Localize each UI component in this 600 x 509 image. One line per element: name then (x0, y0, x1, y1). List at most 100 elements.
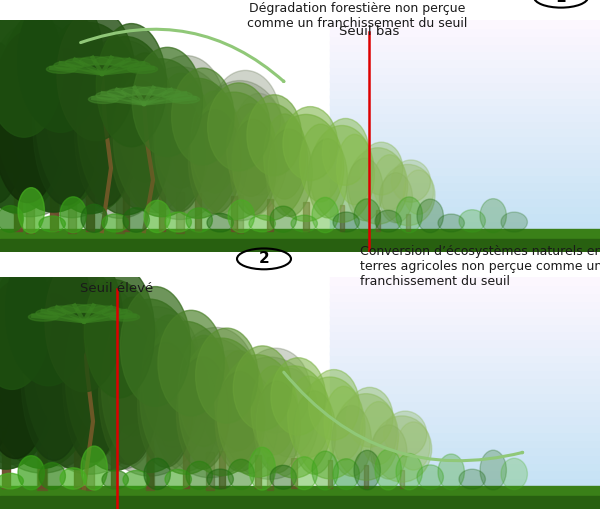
Ellipse shape (228, 200, 254, 233)
Ellipse shape (45, 251, 123, 392)
Bar (330, 180, 600, 190)
Bar (330, 445, 600, 455)
Bar (123, 183, 129, 231)
Ellipse shape (151, 89, 181, 97)
Ellipse shape (65, 280, 163, 471)
Ellipse shape (165, 469, 191, 489)
Ellipse shape (152, 97, 205, 212)
Ellipse shape (262, 368, 316, 457)
Ellipse shape (232, 93, 286, 195)
Ellipse shape (283, 106, 337, 181)
Ellipse shape (123, 470, 149, 489)
FancyArrowPatch shape (80, 29, 284, 81)
Ellipse shape (215, 351, 263, 450)
Bar (304, 202, 308, 231)
Ellipse shape (36, 23, 144, 214)
Ellipse shape (81, 446, 107, 490)
Ellipse shape (0, 206, 23, 232)
Ellipse shape (417, 465, 443, 489)
Ellipse shape (0, 473, 23, 489)
Ellipse shape (147, 55, 225, 161)
Ellipse shape (312, 451, 338, 490)
Bar (330, 95, 600, 105)
Ellipse shape (291, 457, 317, 490)
Bar (26, 183, 34, 234)
Ellipse shape (144, 458, 170, 490)
Ellipse shape (230, 119, 277, 215)
Ellipse shape (186, 208, 212, 232)
Bar (340, 205, 344, 231)
Ellipse shape (47, 306, 77, 315)
Bar (38, 429, 46, 488)
Ellipse shape (221, 357, 319, 479)
Ellipse shape (266, 129, 313, 216)
Bar (330, 195, 600, 206)
Ellipse shape (333, 212, 359, 232)
Ellipse shape (191, 91, 239, 193)
Ellipse shape (121, 87, 151, 95)
Bar (330, 453, 600, 463)
Ellipse shape (54, 61, 84, 69)
Ellipse shape (98, 323, 158, 465)
Ellipse shape (101, 299, 199, 472)
Ellipse shape (371, 425, 407, 479)
Ellipse shape (354, 199, 380, 233)
Ellipse shape (102, 470, 128, 489)
Ellipse shape (384, 411, 427, 457)
Ellipse shape (0, 3, 113, 212)
Ellipse shape (39, 463, 65, 489)
Bar (330, 314, 600, 324)
Text: Conversion d’écosystèmes naturels en
terres agricoles non perçue comme un
franch: Conversion d’écosystèmes naturels en ter… (360, 245, 600, 288)
Ellipse shape (0, 321, 192, 428)
Bar (330, 34, 600, 44)
Ellipse shape (155, 78, 241, 218)
Ellipse shape (13, 44, 131, 218)
Bar (330, 321, 600, 331)
Ellipse shape (501, 458, 527, 490)
Ellipse shape (308, 370, 359, 440)
Bar (330, 242, 600, 252)
Ellipse shape (154, 73, 208, 188)
Ellipse shape (144, 201, 170, 233)
Bar (376, 210, 380, 231)
Ellipse shape (172, 68, 234, 165)
Bar (330, 56, 600, 67)
Ellipse shape (438, 454, 464, 490)
Ellipse shape (61, 304, 91, 313)
Ellipse shape (438, 214, 464, 232)
FancyArrowPatch shape (284, 372, 523, 461)
Bar (330, 275, 600, 285)
Bar (330, 422, 600, 432)
Ellipse shape (381, 164, 435, 225)
Ellipse shape (162, 91, 192, 100)
Ellipse shape (215, 372, 265, 471)
Ellipse shape (156, 337, 264, 478)
Ellipse shape (110, 313, 140, 321)
Ellipse shape (227, 104, 275, 196)
Ellipse shape (396, 197, 422, 233)
Ellipse shape (288, 376, 330, 458)
Ellipse shape (36, 309, 66, 317)
Ellipse shape (97, 23, 167, 147)
Bar (330, 103, 600, 113)
Ellipse shape (191, 92, 277, 219)
Bar (330, 88, 600, 98)
Ellipse shape (324, 386, 363, 460)
Ellipse shape (295, 377, 365, 479)
Bar (330, 476, 600, 486)
Ellipse shape (133, 47, 203, 156)
Ellipse shape (233, 346, 292, 430)
Ellipse shape (247, 95, 302, 176)
Bar (330, 119, 600, 128)
Text: Seuil élevé: Seuil élevé (80, 282, 154, 295)
Ellipse shape (137, 87, 167, 95)
Ellipse shape (332, 406, 371, 476)
Ellipse shape (375, 449, 401, 490)
Ellipse shape (140, 332, 206, 447)
Bar (50, 174, 58, 231)
Bar (330, 219, 600, 229)
Ellipse shape (211, 70, 281, 167)
Ellipse shape (208, 83, 270, 171)
Ellipse shape (44, 22, 110, 174)
Bar (0, 239, 600, 252)
